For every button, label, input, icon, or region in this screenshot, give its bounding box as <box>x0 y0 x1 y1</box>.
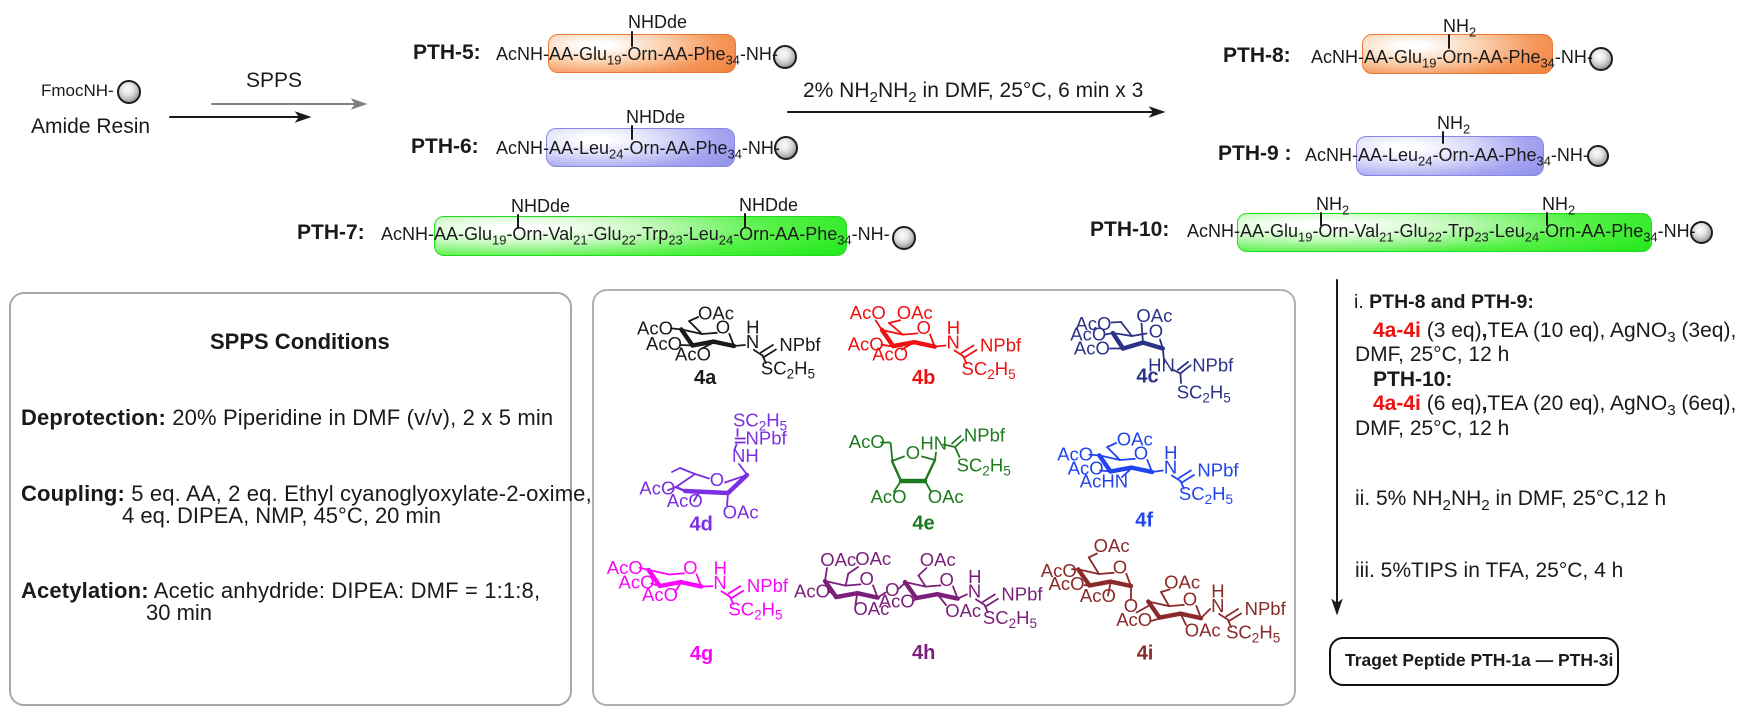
svg-text:4e: 4e <box>912 513 934 535</box>
svg-text:AcO: AcO <box>607 557 643 578</box>
svg-text:O: O <box>906 442 920 463</box>
svg-text:OAc: OAc <box>945 600 981 621</box>
svg-text:O: O <box>683 557 697 578</box>
svg-text:AcO: AcO <box>849 431 885 452</box>
svg-text:O: O <box>1134 442 1148 463</box>
svg-text:AcO: AcO <box>879 591 915 612</box>
svg-text:H: H <box>746 317 759 338</box>
svg-text:AcHN: AcHN <box>1080 471 1128 492</box>
svg-text:H: H <box>1164 442 1177 463</box>
svg-text:OAc: OAc <box>1185 620 1221 641</box>
svg-text:H: H <box>968 566 981 587</box>
svg-text:4d: 4d <box>690 514 713 536</box>
svg-text:HN: HN <box>1148 355 1175 376</box>
svg-text:O: O <box>1183 589 1197 610</box>
svg-text:OAc: OAc <box>1094 535 1130 556</box>
svg-text:N: N <box>1211 595 1224 616</box>
svg-text:OAc: OAc <box>723 502 759 523</box>
svg-text:AcO: AcO <box>619 571 655 592</box>
svg-text:4f: 4f <box>1135 510 1153 532</box>
svg-text:SC2​H5​: SC2​H5​ <box>957 455 1011 479</box>
svg-text:SC2​H5​: SC2​H5​ <box>1179 483 1233 507</box>
svg-text:N: N <box>746 331 759 352</box>
svg-text:NPbf: NPbf <box>746 428 788 449</box>
svg-text:NPbf: NPbf <box>964 425 1006 446</box>
svg-text:4b: 4b <box>912 367 935 389</box>
svg-text:N: N <box>947 332 960 353</box>
svg-text:OAc: OAc <box>1164 572 1200 593</box>
svg-text:OAc: OAc <box>853 598 889 619</box>
svg-text:N: N <box>713 572 726 593</box>
svg-text:NPbf: NPbf <box>747 575 789 596</box>
svg-text:AcO: AcO <box>642 584 678 605</box>
svg-text:AcO: AcO <box>637 318 673 339</box>
svg-text:4a: 4a <box>694 367 717 389</box>
svg-text:AcO: AcO <box>1041 560 1077 581</box>
svg-text:4c: 4c <box>1136 366 1158 388</box>
svg-text:SC2​H5​: SC2​H5​ <box>962 358 1016 382</box>
svg-text:NPbf: NPbf <box>779 334 821 355</box>
svg-text:O: O <box>1113 556 1127 577</box>
svg-text:N: N <box>968 580 981 601</box>
svg-text:AcO: AcO <box>646 333 682 354</box>
svg-text:4g: 4g <box>690 643 713 665</box>
svg-text:AcO: AcO <box>1080 585 1116 606</box>
svg-text:OAc: OAc <box>855 548 891 569</box>
svg-text:O: O <box>710 469 724 490</box>
svg-text:AcO: AcO <box>639 478 675 499</box>
svg-text:AcO: AcO <box>1068 458 1104 479</box>
svg-text:OAc: OAc <box>820 549 856 570</box>
svg-text:OAc: OAc <box>920 549 956 570</box>
svg-text:NPbf: NPbf <box>1197 460 1239 481</box>
svg-text:SC2​H5​: SC2​H5​ <box>761 358 815 382</box>
svg-text:OAc: OAc <box>897 302 933 323</box>
svg-text:H: H <box>1211 581 1224 602</box>
svg-text:OAc: OAc <box>1136 305 1172 326</box>
svg-text:SC2​H5​: SC2​H5​ <box>983 607 1037 631</box>
svg-text:AcO: AcO <box>1074 338 1110 359</box>
svg-text:H: H <box>714 558 727 579</box>
svg-text:AcO: AcO <box>872 344 908 365</box>
svg-text:NPbf: NPbf <box>1192 355 1234 376</box>
svg-text:4i: 4i <box>1137 643 1154 665</box>
svg-text:SC2​H5​: SC2​H5​ <box>728 599 782 623</box>
svg-text:OAc: OAc <box>928 486 964 507</box>
svg-text:AcO: AcO <box>1075 313 1111 334</box>
svg-text:AcO: AcO <box>1116 609 1152 630</box>
svg-text:O: O <box>1124 595 1138 616</box>
svg-text:AcO: AcO <box>794 581 830 602</box>
svg-text:AcO: AcO <box>850 302 886 323</box>
svg-text:N: N <box>1164 457 1177 478</box>
svg-text:SC2​H5​: SC2​H5​ <box>1177 382 1231 406</box>
svg-text:OAc: OAc <box>698 303 734 324</box>
svg-text:NH: NH <box>732 445 759 466</box>
svg-text:O: O <box>940 569 954 590</box>
svg-text:O: O <box>860 568 874 589</box>
svg-text:AcO: AcO <box>1070 324 1106 345</box>
svg-text:H: H <box>947 317 960 338</box>
svg-text:HN: HN <box>920 433 947 454</box>
svg-text:OAc: OAc <box>1117 429 1153 450</box>
svg-text:SC2​H5​: SC2​H5​ <box>1226 622 1280 646</box>
svg-text:NPbf: NPbf <box>980 335 1022 356</box>
svg-text:AcO: AcO <box>1049 573 1085 594</box>
svg-text:AcO: AcO <box>1057 444 1093 465</box>
svg-text:O: O <box>716 316 730 337</box>
svg-text:AcO: AcO <box>871 486 907 507</box>
svg-text:NPbf: NPbf <box>1245 598 1287 619</box>
svg-text:O: O <box>917 317 931 338</box>
svg-text:4h: 4h <box>912 642 935 664</box>
svg-text:AcO: AcO <box>667 490 703 511</box>
svg-text:NPbf: NPbf <box>1001 583 1043 604</box>
svg-text:AcO: AcO <box>848 334 884 355</box>
svg-text:O: O <box>885 579 899 600</box>
svg-text:O: O <box>1149 320 1163 341</box>
